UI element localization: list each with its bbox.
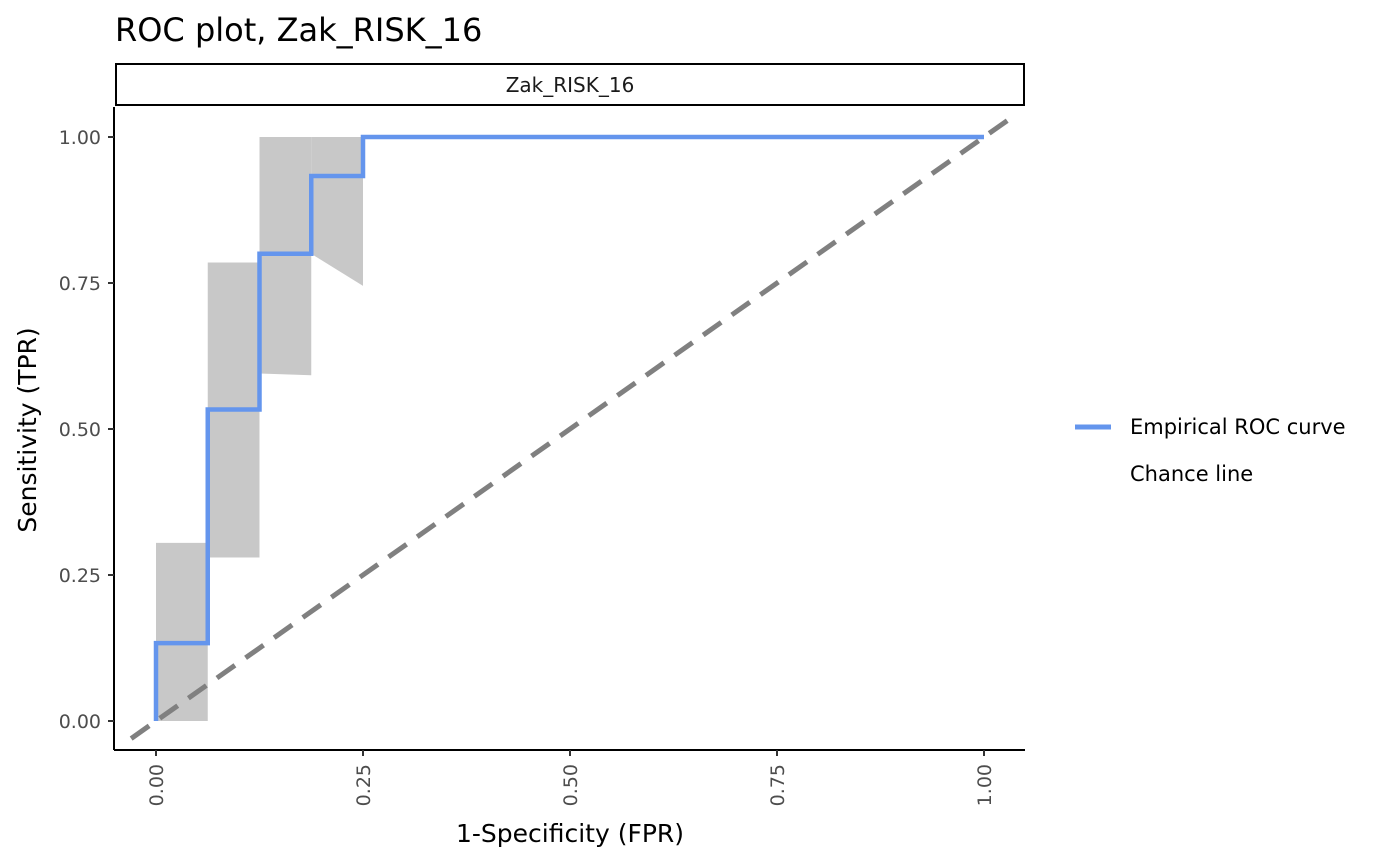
y-tick-label: 0.50 xyxy=(59,419,101,441)
chart-title: ROC plot, Zak_RISK_16 xyxy=(115,11,482,49)
y-tick-label: 1.00 xyxy=(59,127,101,149)
facet-strip xyxy=(115,63,1025,106)
x-tick-label: 0.00 xyxy=(146,764,168,806)
confidence-band xyxy=(156,137,363,721)
x-axis-title: 1-Specificity (FPR) xyxy=(456,819,684,848)
empirical-roc-curve xyxy=(153,134,984,721)
confidence-band-segment-0 xyxy=(156,542,208,721)
legend: Empirical ROC curve Chance line xyxy=(1075,415,1346,486)
confidence-band-segment-3 xyxy=(311,137,363,286)
x-tick-label: 0.75 xyxy=(767,764,789,806)
y-tick-label: 0.00 xyxy=(59,711,101,733)
legend-label-chance-line: Chance line xyxy=(1130,462,1253,486)
axes: 0.00 0.25 0.50 0.75 1.00 0.00 0.25 0.50 0.75 1.00 xyxy=(59,127,996,806)
y-axis-title: Sensitivity (TPR) xyxy=(13,327,42,532)
x-tick-label: 1.00 xyxy=(974,764,996,806)
x-tick-label: 0.50 xyxy=(560,764,582,806)
facet-strip-label: Zak_RISK_16 xyxy=(506,73,635,97)
legend-label-empirical-roc: Empirical ROC curve xyxy=(1130,415,1346,439)
chance-line xyxy=(129,111,1019,741)
series-layer xyxy=(129,111,1019,741)
y-tick-label: 0.75 xyxy=(59,273,101,295)
confidence-band-segment-2 xyxy=(259,137,312,376)
x-tick-label: 0.25 xyxy=(353,764,375,806)
y-tick-label: 0.25 xyxy=(59,565,101,587)
